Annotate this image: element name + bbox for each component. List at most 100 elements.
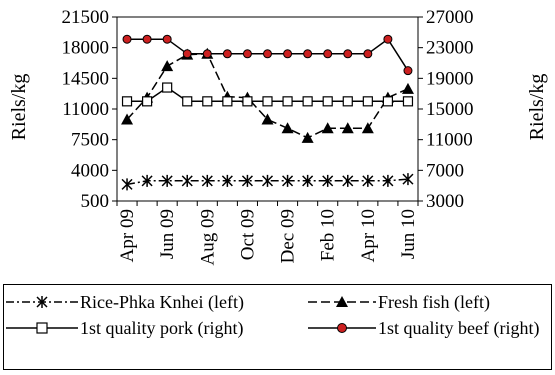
left-tick-label: 4000: [71, 160, 109, 181]
legend-item-pork: 1st quality pork (right): [4, 318, 306, 339]
data-point: [142, 96, 153, 107]
right-tick-label: 19000: [426, 68, 474, 89]
data-point: [162, 82, 173, 93]
data-point: [282, 174, 294, 187]
x-axis: Apr 09 Jun 09 Aug 09 Oct 09 Dec 09 Feb 10 Apr …: [116, 201, 419, 265]
data-point: [202, 49, 212, 59]
legend: Rice-Phka Knhei (left) Fresh fish (left)…: [3, 284, 552, 370]
data-point: [261, 174, 274, 187]
left-tick-label: 7500: [71, 130, 109, 151]
data-point: [341, 122, 354, 134]
data-point: [401, 82, 414, 94]
plot-frame: [116, 16, 419, 202]
data-point: [121, 96, 133, 107]
x-tick-label: Jun 10: [398, 209, 419, 259]
right-tick-label: 11000: [426, 130, 473, 151]
x-tick-label: Apr 10: [358, 209, 379, 262]
x-tick-label: Dec 09: [278, 209, 299, 263]
data-point: [321, 122, 334, 134]
data-point: [322, 174, 334, 187]
data-point: [382, 96, 393, 107]
legend-swatch-rice: [6, 296, 78, 308]
right-tick-label: 15000: [426, 99, 474, 120]
data-point: [222, 49, 232, 59]
x-tick-label: Feb 10: [318, 209, 339, 261]
legend-swatch-beef: [308, 323, 376, 333]
data-point: [222, 96, 233, 107]
legend-item-rice: Rice-Phka Knhei (left): [4, 292, 306, 313]
series-layer: [121, 34, 414, 191]
series-1: [121, 47, 414, 143]
left-tick-label: 14500: [62, 68, 110, 89]
legend-label-rice: Rice-Phka Knhei (left): [80, 291, 244, 312]
data-point: [342, 174, 354, 187]
data-point: [161, 60, 174, 72]
data-point: [201, 174, 213, 187]
right-tick-label: 3000: [426, 191, 464, 212]
series-2: [121, 82, 414, 107]
data-point: [362, 96, 373, 107]
data-point: [283, 49, 293, 59]
left-tick-label: 500: [81, 191, 110, 212]
data-point: [242, 49, 252, 59]
data-point: [263, 49, 272, 59]
data-point: [262, 96, 273, 107]
x-tick-label: Aug 09: [197, 209, 218, 265]
data-point: [121, 178, 133, 191]
data-point: [302, 96, 313, 107]
data-point: [361, 122, 374, 134]
legend-item-beef: 1st quality beef (right): [306, 318, 539, 339]
legend-label-fish: Fresh fish (left): [378, 291, 490, 312]
right-tick-label: 27000: [426, 7, 474, 28]
data-point: [121, 113, 134, 125]
data-point: [281, 122, 294, 134]
data-point: [322, 96, 333, 107]
data-point: [161, 174, 173, 187]
data-point: [142, 34, 152, 44]
legend-swatch-fish: [308, 296, 376, 307]
data-point: [303, 49, 313, 59]
data-point: [343, 49, 353, 59]
x-tick-label: Jun 09: [157, 209, 178, 259]
x-tick-label: Oct 09: [237, 209, 258, 260]
right-axis-title: Riels/kg: [526, 74, 548, 141]
series-line: [126, 53, 409, 139]
data-point: [202, 96, 213, 107]
data-point: [182, 96, 193, 107]
data-point: [362, 174, 374, 187]
data-point: [122, 34, 132, 44]
data-point: [282, 96, 293, 107]
series-0: [121, 173, 414, 191]
data-point: [182, 49, 192, 59]
line-chart: 21500 18000 14500 11000 7500 4000 500 27000 230…: [8, 7, 548, 265]
left-tick-label: 11000: [62, 99, 109, 120]
left-y-axis: 21500 18000 14500 11000 7500 4000 500: [62, 7, 117, 212]
data-point: [342, 96, 353, 107]
data-point: [363, 49, 373, 59]
data-point: [241, 174, 253, 187]
right-y-axis: 27000 23000 19000 15000 11000 7000 3000: [418, 7, 474, 212]
data-point: [382, 174, 394, 187]
legend-label-pork: 1st quality pork (right): [80, 317, 244, 338]
right-tick-label: 23000: [426, 38, 474, 59]
legend-label-beef: 1st quality beef (right): [378, 317, 540, 338]
left-tick-label: 18000: [62, 38, 110, 59]
data-point: [221, 174, 233, 187]
data-point: [242, 96, 253, 107]
data-point: [323, 49, 333, 59]
plot-area: [116, 16, 419, 202]
legend-row-1: Rice-Phka Knhei (left) Fresh fish (left): [4, 289, 490, 315]
legend-item-fish: Fresh fish (left): [306, 292, 490, 313]
data-point: [402, 173, 414, 186]
data-point: [403, 66, 413, 76]
x-tick-label: Apr 09: [117, 209, 138, 262]
left-axis-title: Riels/kg: [8, 74, 30, 141]
left-tick-label: 21500: [62, 7, 110, 28]
data-point: [162, 34, 172, 44]
data-point: [402, 96, 414, 107]
right-tick-label: 7000: [426, 160, 464, 181]
legend-row-2: 1st quality pork (right) 1st quality bee…: [4, 315, 539, 341]
data-point: [301, 131, 314, 143]
data-point: [181, 174, 193, 187]
data-point: [141, 174, 153, 187]
